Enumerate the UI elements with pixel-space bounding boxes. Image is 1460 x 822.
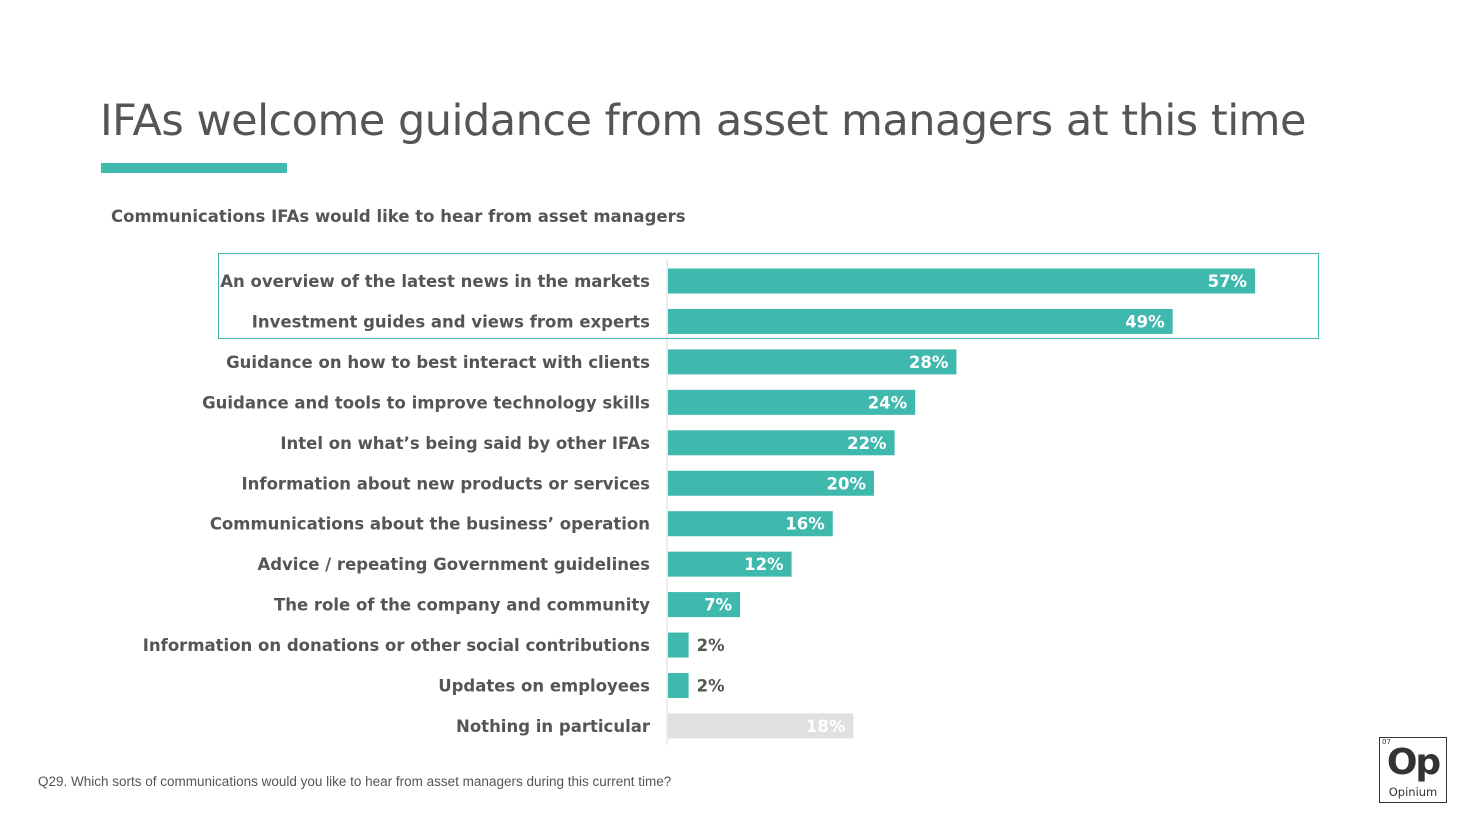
footnote: Q29. Which sorts of communications would… xyxy=(38,774,672,789)
category-label: The role of the company and community xyxy=(274,596,650,615)
chart-title: Communications IFAs would like to hear f… xyxy=(111,207,686,226)
category-label: Intel on what’s being said by other IFAs xyxy=(280,434,650,453)
bar xyxy=(668,511,833,537)
highlight-box xyxy=(218,253,1319,339)
category-label: Guidance on how to best interact with cl… xyxy=(226,353,650,372)
data-label: 2% xyxy=(697,636,725,655)
category-label: Updates on employees xyxy=(438,677,650,696)
data-label: 24% xyxy=(868,393,908,412)
bar xyxy=(668,268,1256,294)
data-label: 22% xyxy=(847,434,887,453)
category-label: Information about new products or servic… xyxy=(242,474,651,493)
bar xyxy=(668,592,741,618)
data-label: 2% xyxy=(697,677,725,696)
category-label: Communications about the business’ opera… xyxy=(210,515,650,534)
bar xyxy=(668,551,792,577)
logo-name: Opinium xyxy=(1388,785,1438,799)
data-label: 16% xyxy=(785,515,825,534)
bar xyxy=(668,673,689,698)
data-label: 7% xyxy=(704,596,732,615)
data-label: 20% xyxy=(827,474,867,493)
bar xyxy=(668,349,957,375)
category-label: Guidance and tools to improve technology… xyxy=(202,393,650,412)
data-label: 28% xyxy=(909,353,949,372)
category-label: Nothing in particular xyxy=(456,717,651,736)
bar xyxy=(668,713,854,739)
logo-number: 07 xyxy=(1382,738,1391,746)
category-label: Information on donations or other social… xyxy=(143,636,650,655)
category-label: Investment guides and views from experts xyxy=(252,312,650,331)
bar xyxy=(668,389,916,415)
page-title: IFAs welcome guidance from asset manager… xyxy=(100,96,1307,146)
opinium-logo: 07 Op Opinium xyxy=(1379,737,1447,803)
bar xyxy=(668,308,1173,334)
bar xyxy=(668,632,689,658)
bar xyxy=(668,430,895,456)
data-label: 12% xyxy=(744,555,784,574)
category-label: Advice / repeating Government guidelines xyxy=(257,555,650,574)
data-label: 49% xyxy=(1125,312,1165,331)
data-label: 18% xyxy=(806,717,846,736)
logo-symbol: Op xyxy=(1386,742,1441,783)
bar xyxy=(668,470,874,496)
data-label: 57% xyxy=(1208,272,1248,291)
title-underline xyxy=(101,163,287,173)
category-label: An overview of the latest news in the ma… xyxy=(220,272,650,291)
